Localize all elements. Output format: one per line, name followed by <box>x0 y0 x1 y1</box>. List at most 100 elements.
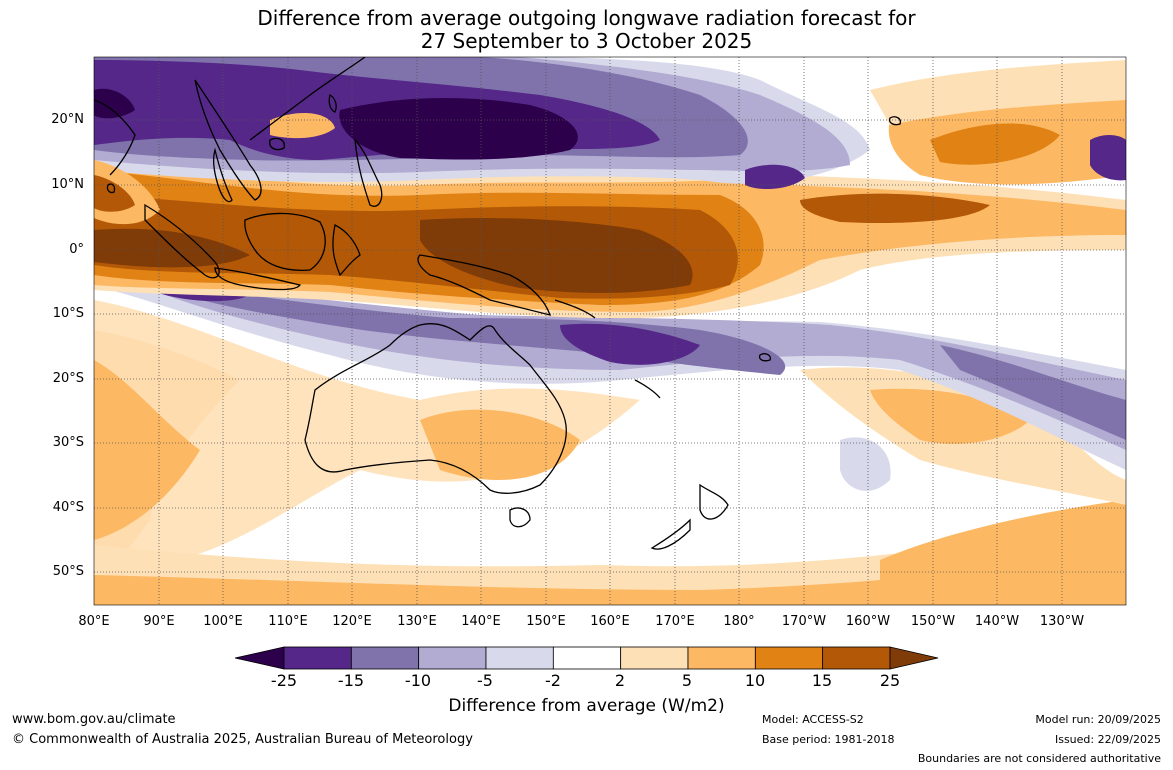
malay-peninsula-coastline <box>212 147 233 203</box>
lon-label-120e: 120°E <box>332 614 372 629</box>
sumatra-coastline <box>144 203 220 279</box>
colorbar-cell <box>485 646 554 670</box>
map-frame <box>93 56 1127 606</box>
colorbar-tick: 2 <box>614 671 626 690</box>
colorbar-tick: 25 <box>879 671 901 690</box>
hawaii-coastline <box>888 116 901 126</box>
lon-label-140e: 140°E <box>461 614 501 629</box>
colorbar-tick: -5 <box>477 671 493 690</box>
coastlines <box>94 57 901 550</box>
anomaly-scs-orange <box>270 113 335 139</box>
anomaly-australia-orange <box>420 409 580 480</box>
anomaly-field <box>94 57 1126 605</box>
lon-label-90e: 90°E <box>143 614 175 629</box>
new-caledonia-coastline <box>634 379 661 399</box>
anomaly-north-darkest-purple <box>339 98 578 160</box>
java-coastline <box>214 267 302 291</box>
lon-label-100e: 100°E <box>203 614 243 629</box>
sulawesi-coastline <box>332 224 361 277</box>
lat-label-20s: 20°S <box>52 371 84 386</box>
anomaly-far-east-dark-purple <box>1090 135 1126 181</box>
lon-label-160e: 160°E <box>590 614 630 629</box>
lon-label-130w: 130°W <box>1039 614 1085 629</box>
colorbar-cell <box>283 646 352 670</box>
anomaly-ne-cream <box>870 60 1126 125</box>
map-title-line-1: Difference from average outgoing longwav… <box>257 6 916 30</box>
lat-label-40s: 40°S <box>52 500 84 515</box>
model-run-date: Model run: 20/09/2025 <box>1035 713 1161 726</box>
boundaries-disclaimer: Boundaries are not considered authoritat… <box>917 752 1161 765</box>
colorbar-cell <box>822 646 891 670</box>
indochina-coastline <box>194 79 262 201</box>
anomaly-south-orange-west-2 <box>94 360 200 540</box>
graticule <box>94 57 1126 605</box>
hainan-coastline <box>269 137 285 151</box>
anomaly-ne-dark-purple-blob <box>745 164 805 190</box>
colorbar <box>234 646 939 670</box>
solomon-islands-coastline <box>554 299 596 319</box>
colorbar-cell <box>620 646 689 670</box>
anomaly-spcz-medium-purple-east <box>940 345 1126 440</box>
colorbar-label: Difference from average (W/m2) <box>448 696 725 716</box>
colorbar-cell <box>754 646 824 670</box>
map-title-line-2: 27 September to 3 October 2025 <box>420 29 753 53</box>
colorbar-cell <box>418 646 487 670</box>
colorbar-tick: -25 <box>270 671 298 690</box>
fiji-coastline <box>758 353 771 362</box>
lon-label-130e: 130°E <box>397 614 437 629</box>
australia-coastline <box>304 323 567 494</box>
taiwan-coastline <box>328 94 337 113</box>
lat-label-10n: 10°N <box>51 177 84 192</box>
colorbar-tick: 10 <box>744 671 766 690</box>
lon-label-160w: 160°W <box>845 614 891 629</box>
colorbar-tick: -15 <box>337 671 365 690</box>
copyright-text: © Commonwealth of Australia 2025, Austra… <box>12 732 473 747</box>
lon-label-150w: 150°W <box>910 614 956 629</box>
lon-label-110e: 110°E <box>268 614 308 629</box>
anomaly-east-lilac <box>840 437 891 491</box>
anomaly-north-darkest-purple-2 <box>94 88 135 119</box>
borneo-coastline <box>244 212 326 271</box>
colorbar-tick: 5 <box>681 671 693 690</box>
anomaly-ne-dark-orange <box>930 123 1060 165</box>
lon-label-150e: 150°E <box>526 614 566 629</box>
colorbar-cell <box>552 646 622 670</box>
tasmania-coastline <box>509 507 531 528</box>
lon-label-80e: 80°E <box>78 614 110 629</box>
philippines-coastline <box>354 138 383 207</box>
anomaly-equator-brown-2 <box>420 218 693 293</box>
base-period: Base period: 1981-2018 <box>762 733 895 746</box>
lat-label-20n: 20°N <box>51 112 84 127</box>
anomaly-south-orange-bottom <box>94 555 1126 605</box>
colorbar-cell <box>350 646 420 670</box>
anomaly-south-cream-west <box>94 300 640 560</box>
website-link[interactable]: www.bom.gov.au/climate <box>12 712 176 727</box>
anomaly-se-orange <box>880 500 1126 605</box>
lon-label-170w: 170°W <box>781 614 827 629</box>
model-name: Model: ACCESS-S2 <box>762 713 864 726</box>
colorbar-tick: 15 <box>811 671 833 690</box>
colorbar-tick: -10 <box>404 671 432 690</box>
lon-label-180: 180° <box>723 614 755 629</box>
lat-label-30s: 30°S <box>52 435 84 450</box>
asia-mainland-coastline <box>249 57 366 141</box>
new-zealand-north-coastline <box>699 483 729 520</box>
lat-label-50s: 50°S <box>52 564 84 579</box>
colorbar-tick: -2 <box>545 671 561 690</box>
lat-label-10s: 10°S <box>52 306 84 321</box>
india-coastline <box>94 99 136 176</box>
colorbar-cell <box>687 646 756 670</box>
colorbar-extend-low <box>234 646 285 670</box>
sri-lanka-coastline <box>106 183 116 194</box>
issued-date: Issued: 22/09/2025 <box>1054 733 1161 746</box>
colorbar-extend-high <box>889 646 939 670</box>
anomaly-spcz-dark-purple-central <box>560 323 700 365</box>
lat-label-0: 0° <box>69 242 84 257</box>
lon-label-140w: 140°W <box>974 614 1020 629</box>
anomaly-nw-dark-orange <box>94 175 135 212</box>
new-zealand-south-coastline <box>650 518 691 550</box>
new-guinea-coastline <box>417 254 551 316</box>
anomaly-equator-dark-orange-east <box>800 193 990 224</box>
lon-label-170e: 170°E <box>655 614 695 629</box>
